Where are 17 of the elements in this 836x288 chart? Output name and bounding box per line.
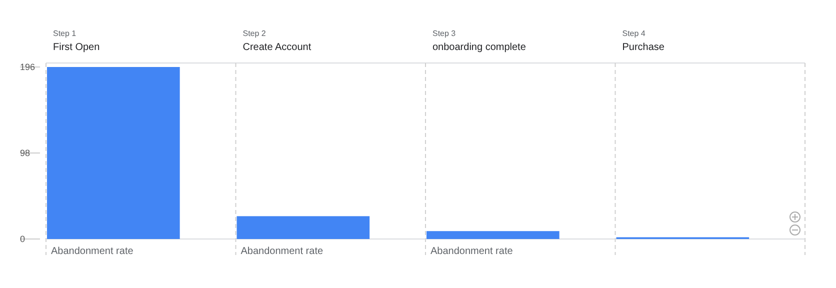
text: Step 4 xyxy=(622,29,646,38)
bar xyxy=(426,231,560,239)
y-tick-label: 98 xyxy=(20,148,30,158)
text: Abandonment rate xyxy=(51,246,134,257)
text: Abandonment rate xyxy=(430,246,514,257)
x-tick-label: Purchase xyxy=(622,42,665,53)
text: Step 1 xyxy=(53,29,77,38)
x-tick-label: Create Account xyxy=(242,42,312,53)
y-tick-label: 0 xyxy=(20,234,26,244)
text: Step 3 xyxy=(432,29,456,38)
bar xyxy=(47,67,180,239)
x-tick-label: First Open xyxy=(53,42,100,53)
y-tick-label: 196 xyxy=(20,62,36,72)
x-tick-label: onboarding complete xyxy=(432,42,526,53)
text: Abandonment rate xyxy=(240,246,324,257)
bar xyxy=(236,216,370,239)
text: Step 2 xyxy=(242,29,266,38)
